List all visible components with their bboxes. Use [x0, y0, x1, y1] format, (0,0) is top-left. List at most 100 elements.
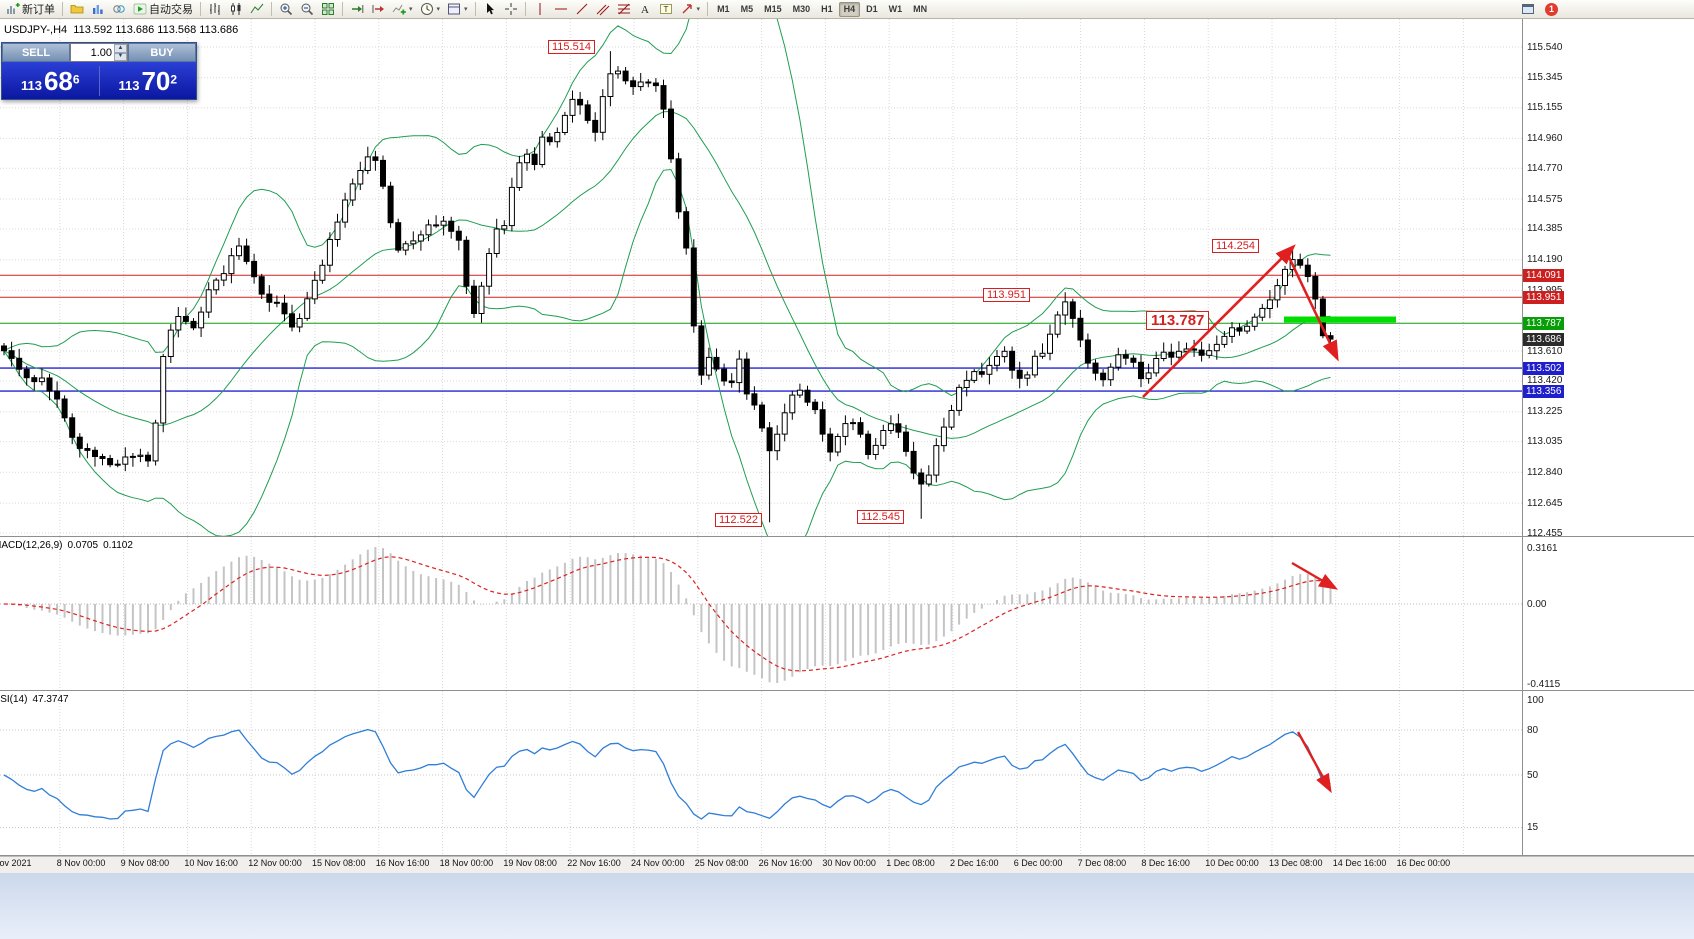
horizontal-line-tool-button[interactable]: [551, 1, 571, 18]
indicators-list-button[interactable]: ▾: [389, 1, 416, 18]
cursor-icon: [483, 2, 497, 16]
rsi-label: RSI(14) 47.3747: [0, 694, 69, 705]
grid-green-icon: [321, 2, 335, 16]
tile-windows-button[interactable]: [318, 1, 338, 18]
profiles-button[interactable]: [67, 1, 87, 18]
rsi-line: [3, 728, 1331, 820]
clock-icon: [420, 2, 434, 16]
text-t-icon: T: [659, 2, 673, 16]
macd-axis-label: -0.4115: [1527, 679, 1561, 690]
vline-icon: [533, 2, 547, 16]
label-tool-button[interactable]: T: [656, 1, 676, 18]
text-tool-button[interactable]: A: [635, 1, 655, 18]
auto-trading-button[interactable]: 自动交易: [130, 1, 196, 18]
volume-down-button[interactable]: ▼: [114, 52, 127, 61]
rsi-arrow[interactable]: [1296, 731, 1332, 794]
rsi-axis-label: 100: [1527, 694, 1544, 706]
price-axis-tick: 114.575: [1527, 193, 1563, 205]
fibonacci-tool-button[interactable]: [614, 1, 634, 18]
bar-chart-button[interactable]: [205, 1, 225, 18]
macd-title: MACD(12,26,9): [0, 540, 63, 551]
macd-panel[interactable]: [0, 537, 1522, 690]
candles-icon: [229, 2, 243, 16]
folder-icon: [70, 2, 84, 16]
price-axis-tick: 115.540: [1527, 41, 1563, 53]
hline-icon: [554, 2, 568, 16]
grid-layer: [0, 19, 1522, 536]
rsi-axis-separator: [0, 855, 1694, 856]
time-axis[interactable]: [0, 856, 1694, 873]
timeframe-mn-button[interactable]: MN: [908, 2, 932, 17]
price-axis-tick: 113.995: [1527, 284, 1563, 296]
chart-shift-button[interactable]: [368, 1, 388, 18]
buy-price[interactable]: 113702: [100, 68, 197, 94]
timeframe-m5-button[interactable]: M5: [736, 2, 759, 17]
zoom-in-button[interactable]: [276, 1, 296, 18]
trend-arrow[interactable]: [1285, 252, 1339, 362]
timeframe-m30-button[interactable]: M30: [788, 2, 816, 17]
chevron-down-icon: ▾: [409, 6, 413, 13]
toolbar-separator: [474, 2, 476, 16]
svg-text:T: T: [663, 5, 668, 14]
new-chart-window-icon[interactable]: [1521, 2, 1535, 16]
price-axis-tick: 115.345: [1527, 72, 1563, 84]
volume-input[interactable]: [71, 44, 114, 61]
price-axis-tick: 114.385: [1527, 223, 1563, 235]
chevron-down-icon: ▾: [696, 6, 701, 13]
buy-button[interactable]: BUY: [128, 43, 196, 62]
sell-button[interactable]: SELL: [2, 43, 70, 62]
macd-axis-label: 0.00: [1527, 599, 1547, 610]
trend-icon: [575, 2, 589, 16]
candlestick-chart-button[interactable]: [226, 1, 246, 18]
chart-macd-separator[interactable]: [0, 536, 1694, 537]
new-order-button[interactable]: 新订单: [3, 1, 58, 18]
macd-arrow[interactable]: [1291, 561, 1339, 590]
market-watch-button[interactable]: [88, 1, 108, 18]
vertical-line-tool-button[interactable]: [530, 1, 550, 18]
price-axis-badge: 113.502: [1523, 361, 1565, 375]
chart-plus-icon: [6, 2, 20, 16]
volume-spinner: ▲ ▼: [114, 44, 127, 61]
indicator-plus-icon: [392, 2, 406, 16]
zoom-out-button[interactable]: [297, 1, 317, 18]
price-axis-tick: 114.960: [1527, 132, 1563, 144]
channel-tool-button[interactable]: [593, 1, 613, 18]
timeframe-d1-button[interactable]: D1: [861, 2, 883, 17]
macd-rsi-separator[interactable]: [0, 690, 1694, 691]
bars-icon: [208, 2, 222, 16]
toolbar-separator: [342, 2, 343, 16]
notification-badge[interactable]: 1: [1545, 2, 1558, 16]
data-window-button[interactable]: [109, 1, 129, 18]
crosshair-button[interactable]: [501, 1, 521, 18]
window-bottom-strip: [0, 873, 1694, 939]
periods-button[interactable]: ▾: [417, 1, 444, 18]
support-highlight-bar[interactable]: [1284, 316, 1396, 323]
auto-scroll-button[interactable]: [347, 1, 367, 18]
timeframe-h1-button[interactable]: H1: [816, 2, 838, 17]
line-chart-button[interactable]: [247, 1, 267, 18]
templates-button[interactable]: ▾: [444, 1, 471, 18]
svg-text:A: A: [641, 4, 649, 16]
trend-arrow[interactable]: [1142, 244, 1296, 398]
timeframe-m1-button[interactable]: M1: [712, 2, 735, 17]
template-icon: [447, 2, 461, 16]
cursor-button[interactable]: [480, 1, 500, 18]
chart-bars-blue-icon: [91, 2, 105, 16]
macd-histogram: [10, 547, 1332, 683]
arrow-dd-icon: [680, 2, 694, 16]
price-axis-tick: 113.035: [1527, 436, 1563, 448]
timeframe-h4-button[interactable]: H4: [838, 1, 861, 17]
sell-price[interactable]: 113686: [2, 68, 99, 94]
line-icon: [250, 2, 264, 16]
timeframe-m15-button[interactable]: M15: [759, 2, 787, 17]
volume-control: ▲ ▼: [70, 43, 128, 62]
volume-up-button[interactable]: ▲: [114, 44, 127, 53]
price-axis-divider: [1522, 19, 1523, 856]
play-green-icon: [133, 2, 147, 16]
trendline-tool-button[interactable]: [572, 1, 592, 18]
timeframe-w1-button[interactable]: W1: [884, 2, 908, 17]
arrows-tool-button[interactable]: ▾: [677, 1, 704, 18]
main-chart[interactable]: [0, 19, 1522, 536]
rsi-panel[interactable]: [0, 691, 1522, 855]
scroll-icon: [350, 2, 364, 16]
